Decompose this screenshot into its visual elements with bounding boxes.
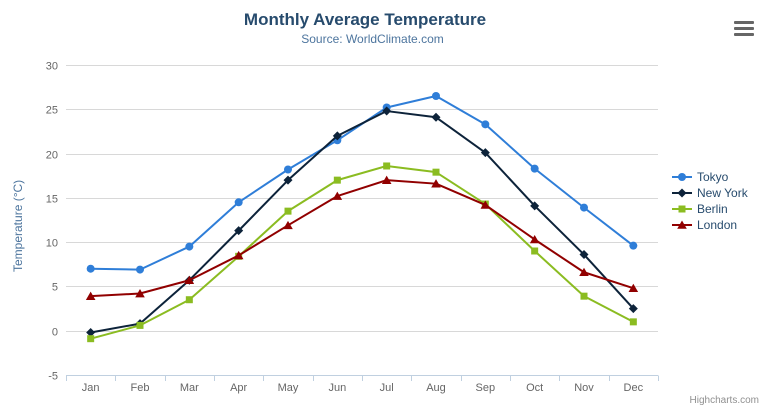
- series-symbol-icon: [672, 173, 692, 181]
- y-axis-tick-label: 20: [46, 150, 58, 162]
- hamburger-icon: [734, 21, 754, 24]
- data-point-marker[interactable]: [136, 321, 144, 329]
- data-point-marker[interactable]: [480, 148, 490, 158]
- data-point-marker[interactable]: [332, 131, 342, 141]
- data-point-marker[interactable]: [86, 327, 96, 337]
- legend-label: London: [697, 218, 738, 232]
- data-point-marker[interactable]: [629, 318, 637, 326]
- data-point-marker[interactable]: [629, 241, 638, 250]
- data-point-marker[interactable]: [87, 335, 95, 343]
- data-point-marker[interactable]: [580, 203, 588, 212]
- y-axis-title: Temperature (°C): [11, 179, 25, 272]
- data-point-marker[interactable]: [678, 173, 686, 181]
- legend: Tokyo New York Berlin London: [672, 169, 748, 233]
- series-symbol-icon: [672, 188, 692, 198]
- data-point-marker[interactable]: [184, 275, 195, 285]
- data-point-marker[interactable]: [431, 112, 441, 122]
- legend-label: New York: [697, 186, 748, 200]
- x-axis-tick-label: Jul: [380, 382, 394, 394]
- chart-subtitle: Source: WorldClimate.com: [301, 32, 444, 46]
- data-point-marker[interactable]: [432, 168, 440, 176]
- data-point-marker[interactable]: [529, 234, 540, 244]
- data-point-marker[interactable]: [283, 175, 293, 185]
- data-point-marker[interactable]: [86, 264, 95, 273]
- data-point-marker[interactable]: [481, 120, 490, 129]
- series-line-berlin[interactable]: [89, 164, 635, 340]
- data-point-marker[interactable]: [333, 176, 341, 184]
- x-axis-tick-label: Jan: [82, 382, 100, 394]
- x-axis-tick-label: Apr: [230, 382, 247, 394]
- data-point-marker[interactable]: [579, 250, 589, 260]
- legend-item-new-york[interactable]: New York: [672, 185, 748, 201]
- data-point-marker[interactable]: [580, 292, 588, 300]
- x-axis-tick-label: Aug: [426, 382, 446, 394]
- data-point-marker[interactable]: [135, 289, 145, 298]
- data-point-marker[interactable]: [628, 283, 639, 292]
- series-line-london[interactable]: [89, 179, 635, 298]
- series-line-tokyo[interactable]: [89, 95, 635, 271]
- y-axis-tick-label: 0: [52, 327, 58, 339]
- data-point-marker[interactable]: [185, 242, 194, 251]
- x-axis-tick-label: Dec: [624, 382, 644, 394]
- x-axis-tick-label: Oct: [526, 382, 543, 394]
- data-point-marker[interactable]: [530, 201, 540, 211]
- y-axis-tick-label: 15: [46, 194, 58, 206]
- context-menu-button[interactable]: [734, 21, 756, 37]
- y-axis-tick-label: 30: [46, 61, 58, 73]
- data-point-marker[interactable]: [185, 296, 193, 304]
- data-point-marker[interactable]: [480, 200, 491, 209]
- x-axis-tick-label: Mar: [180, 382, 199, 394]
- y-axis-tick-label: -5: [48, 371, 58, 383]
- data-point-marker[interactable]: [677, 188, 687, 198]
- data-point-marker[interactable]: [284, 165, 292, 174]
- data-point-marker[interactable]: [531, 247, 539, 255]
- data-point-marker[interactable]: [234, 226, 244, 236]
- series-symbol-icon: [672, 205, 692, 213]
- data-point-marker[interactable]: [234, 198, 243, 207]
- data-point-marker[interactable]: [136, 265, 144, 274]
- data-point-marker[interactable]: [382, 106, 392, 116]
- data-point-marker[interactable]: [432, 92, 440, 100]
- x-axis-tick-label: Sep: [476, 382, 496, 394]
- legend-item-berlin[interactable]: Berlin: [672, 201, 748, 217]
- legend-item-london[interactable]: London: [672, 217, 748, 233]
- data-point-marker[interactable]: [283, 220, 293, 230]
- data-point-marker[interactable]: [530, 164, 539, 173]
- x-axis-tick-label: Jun: [328, 382, 346, 394]
- y-axis-tick-label: 25: [46, 105, 58, 117]
- credits-link[interactable]: Highcharts.com: [689, 395, 759, 406]
- data-point-marker[interactable]: [381, 175, 392, 184]
- x-axis-tick-label: Feb: [131, 382, 150, 394]
- hamburger-icon: [734, 33, 754, 36]
- data-point-marker[interactable]: [332, 191, 343, 200]
- series-symbol-icon: [672, 220, 692, 229]
- data-point-marker[interactable]: [628, 304, 638, 314]
- y-axis-tick-label: 5: [52, 282, 58, 294]
- data-point-marker[interactable]: [284, 207, 292, 215]
- data-point-marker[interactable]: [579, 267, 589, 277]
- data-point-marker[interactable]: [233, 250, 244, 260]
- y-axis-tick-label: 10: [46, 238, 58, 250]
- data-point-marker[interactable]: [383, 162, 391, 170]
- series-line-new-york[interactable]: [89, 110, 635, 334]
- hamburger-icon: [734, 27, 754, 30]
- data-point-marker[interactable]: [677, 220, 687, 229]
- data-point-marker[interactable]: [678, 205, 686, 213]
- x-axis-tick-label: May: [278, 382, 299, 394]
- legend-label: Berlin: [697, 202, 728, 216]
- chart-title: Monthly Average Temperature: [243, 10, 487, 29]
- x-axis-tick-label: Nov: [574, 382, 594, 394]
- data-point-marker[interactable]: [431, 179, 441, 188]
- data-point-marker[interactable]: [85, 291, 96, 300]
- legend-label: Tokyo: [697, 170, 729, 184]
- legend-item-tokyo[interactable]: Tokyo: [672, 169, 748, 185]
